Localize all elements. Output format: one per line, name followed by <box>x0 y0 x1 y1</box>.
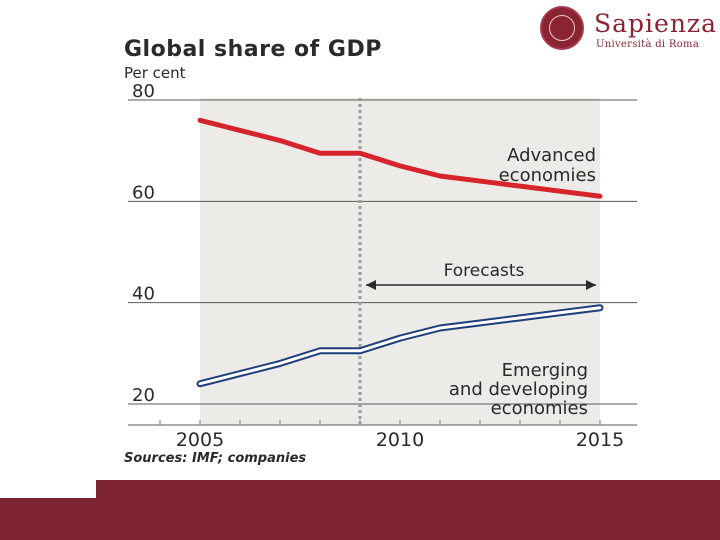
series-label-emerging: economies <box>491 398 588 419</box>
y-tick-label: 40 <box>132 284 155 305</box>
x-tick-label: 2005 <box>176 429 224 451</box>
chart-subtitle: Per cent <box>124 64 186 82</box>
x-tick-label: 2010 <box>376 429 424 451</box>
series-group <box>196 117 604 388</box>
footer-notch <box>0 480 96 498</box>
forecast-label: Forecasts <box>444 261 525 281</box>
forecast-arrowhead-right <box>586 280 596 290</box>
series-label-emerging: Emerging <box>502 360 588 381</box>
y-tick-label: 80 <box>132 81 155 102</box>
series-line-advanced <box>197 117 603 199</box>
footer-band <box>0 480 720 540</box>
chart-title: Global share of GDP <box>124 37 382 62</box>
gridlines: 80 60 40 20 2005 2010 2015 <box>128 81 637 451</box>
y-tick-label: 60 <box>132 182 155 203</box>
series-label-emerging: and developing <box>449 379 588 400</box>
chart-source: Sources: IMF; companies <box>124 451 306 466</box>
forecast-label-bg <box>416 258 542 280</box>
forecast-arrow: Forecasts <box>366 258 596 290</box>
series-label-advanced: Advanced <box>507 145 596 166</box>
logo-name: Sapienza <box>594 9 718 38</box>
series-label-advanced: economies <box>499 165 596 186</box>
shaded-area <box>200 98 600 425</box>
y-tick-label: 20 <box>132 385 155 406</box>
series-line-emerging-inner <box>198 306 602 386</box>
seal-icon <box>540 6 584 50</box>
x-tick-label: 2015 <box>576 429 624 451</box>
university-logo: Sapienza Università di Roma <box>540 6 718 58</box>
forecast-arrowhead-left <box>366 280 376 290</box>
logo-subtitle: Università di Roma <box>596 39 700 50</box>
